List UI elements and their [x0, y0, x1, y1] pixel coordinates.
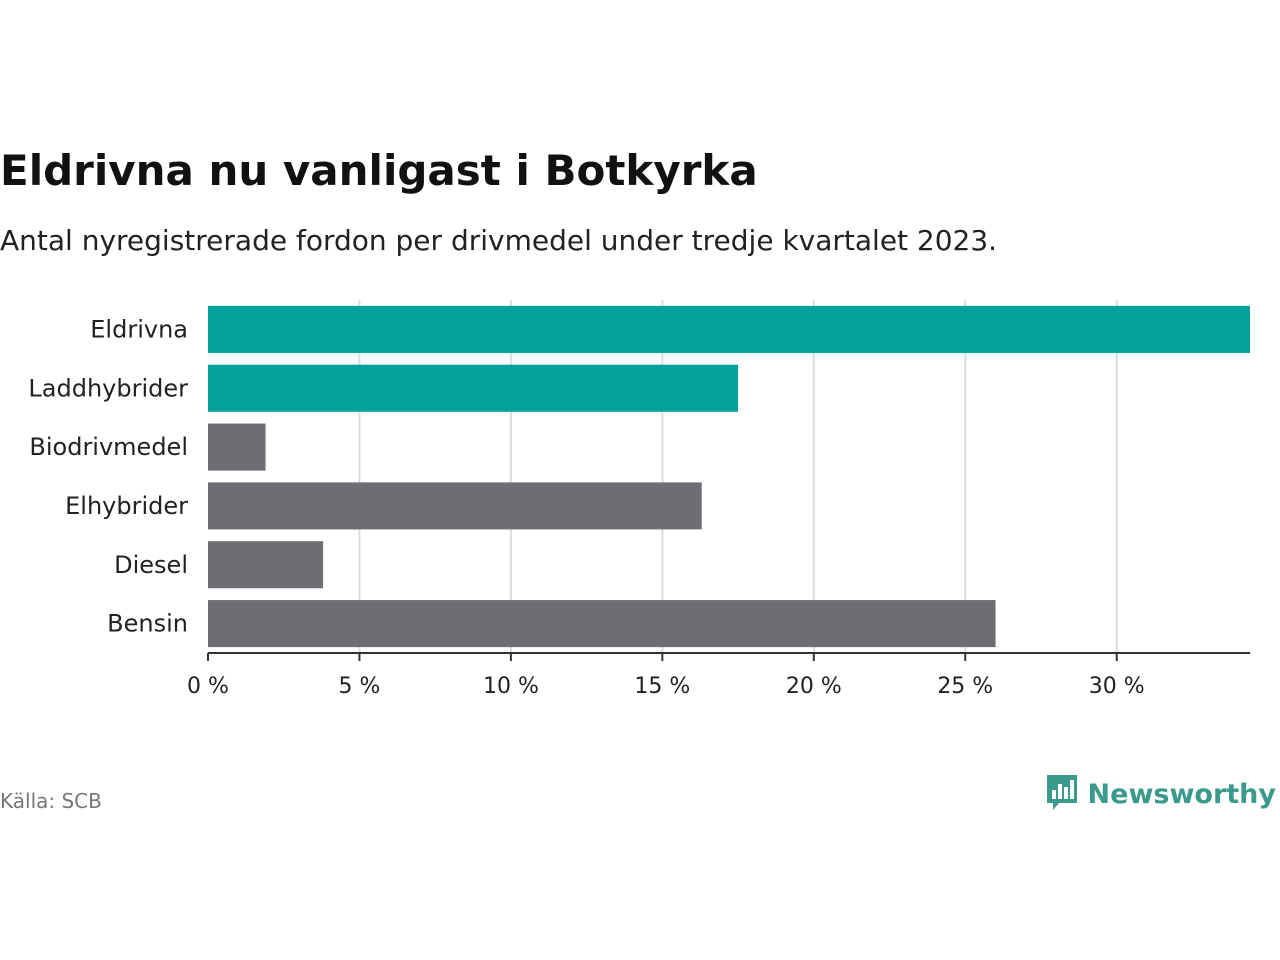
x-tick-label-10: 10 %	[483, 674, 539, 699]
chart-subtitle: Antal nyregistrerade fordon per drivmede…	[0, 224, 998, 257]
category-label-elhybrider: Elhybrider	[65, 492, 188, 520]
bars	[208, 305, 1250, 648]
category-label-bensin: Bensin	[107, 610, 188, 638]
source-note: Källa: SCB	[0, 789, 102, 813]
bar-biodrivmedel	[208, 423, 266, 471]
chart-title: Eldrivna nu vanligast i Botkyrka	[0, 146, 758, 195]
bar-elhybrider	[208, 482, 702, 530]
x-tick-label-0: 0 %	[187, 674, 229, 699]
x-tick-label-20: 20 %	[786, 674, 842, 699]
brand-name: Newsworthy	[1087, 778, 1276, 810]
x-tick-label-25: 25 %	[937, 674, 993, 699]
category-label-biodrivmedel: Biodrivmedel	[29, 433, 188, 461]
bar-bensin	[208, 600, 996, 648]
bar-eldrivna	[208, 305, 1250, 353]
bar-diesel	[208, 541, 324, 589]
x-tick-label-30: 30 %	[1089, 674, 1145, 699]
category-label-eldrivna: Eldrivna	[90, 315, 188, 343]
brand-logo: Newsworthy	[1044, 772, 1276, 816]
newsworthy-icon	[1044, 772, 1080, 816]
bar-chart: Eldrivna Laddhybrider Biodrivmedel Elhybrid…	[28, 300, 1250, 699]
category-label-diesel: Diesel	[114, 551, 188, 579]
category-labels: Eldrivna Laddhybrider Biodrivmedel Elhybrid…	[28, 315, 188, 637]
grid-lines	[358, 300, 1118, 653]
x-tick-label-5: 5 %	[339, 674, 381, 699]
bar-laddhybrider	[208, 364, 739, 412]
x-axis: 0 % 5 % 10 % 15 % 20 % 25 % 30 %	[187, 652, 1250, 699]
category-label-laddhybrider: Laddhybrider	[28, 374, 188, 402]
x-tick-label-15: 15 %	[634, 674, 690, 699]
